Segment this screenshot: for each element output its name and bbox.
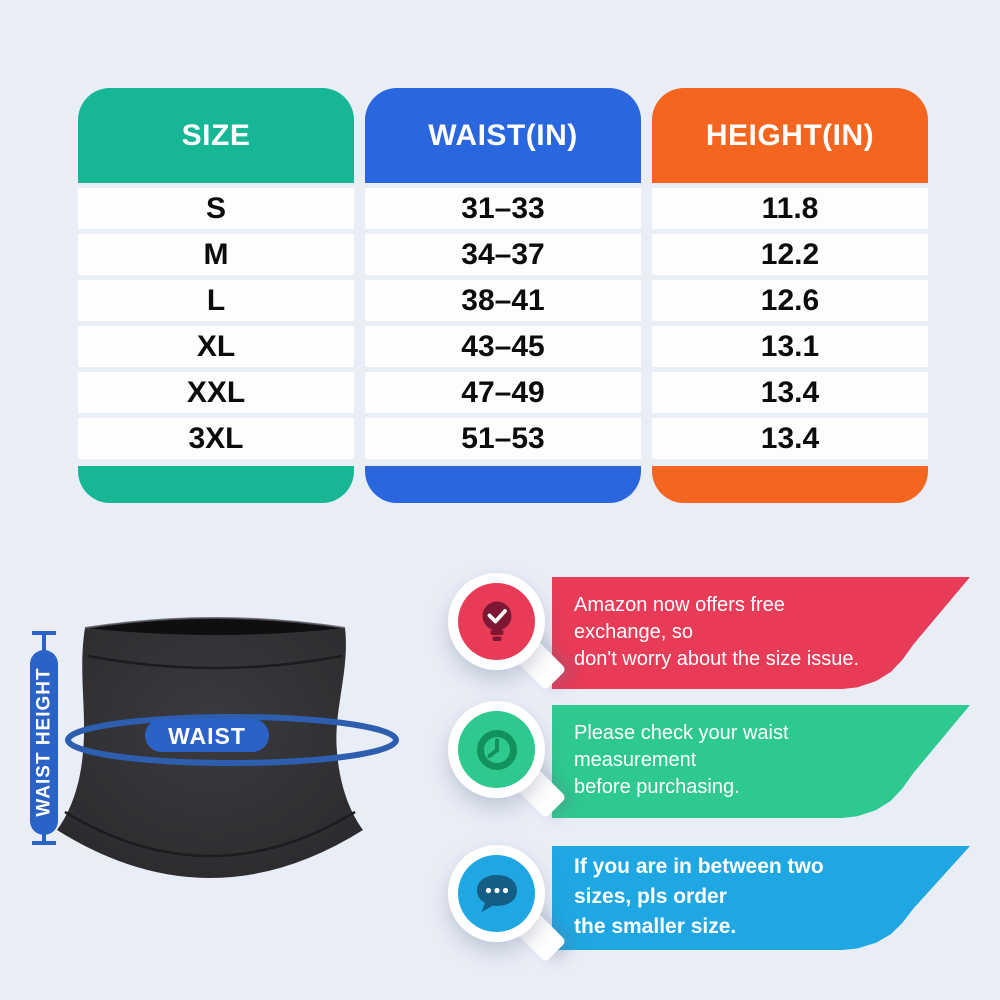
clock-icon — [458, 711, 535, 788]
waist-trainer-drawing: WAIST HEIGHT WAIST — [30, 617, 399, 878]
table-column-waist: WAIST(IN) 31–33 34–37 38–41 43–45 47–49 … — [365, 88, 641, 503]
bottom-seam-line — [64, 810, 356, 858]
table-cell: S — [78, 188, 354, 229]
callout-free-exchange: Amazon now offers free exchange, so don'… — [448, 573, 970, 703]
table-cell: L — [78, 280, 354, 321]
table-cell: 3XL — [78, 418, 354, 459]
column-footer-bar — [652, 466, 928, 503]
table-cell: 51–53 — [365, 418, 641, 459]
chat-bubble-icon — [458, 855, 535, 932]
waist-height-pill — [30, 650, 58, 835]
waist-trainer-illustration: WAIST HEIGHT WAIST — [20, 600, 440, 940]
callout-banner: Amazon now offers free exchange, so don'… — [552, 577, 970, 689]
callout-text: Please check your waist measurement befo… — [552, 720, 970, 803]
column-header-size: SIZE — [78, 88, 354, 183]
callout-text-line1: Amazon now offers free exchange, so — [574, 593, 785, 643]
top-seam-line — [87, 654, 343, 670]
callout-between-sizes: If you are in between two sizes, pls ord… — [448, 842, 970, 972]
table-cell: XXL — [78, 372, 354, 413]
callout-text: Amazon now offers free exchange, so don'… — [552, 592, 970, 675]
waist-ellipse — [65, 714, 399, 766]
callout-icon-badge — [448, 573, 567, 691]
table-cell: M — [78, 234, 354, 275]
column-footer-bar — [78, 466, 354, 503]
callout-icon-badge — [448, 845, 567, 963]
callout-text: If you are in between two sizes, pls ord… — [552, 852, 970, 944]
callout-text-line1: If you are in between two sizes, pls ord… — [574, 855, 824, 908]
table-cell: 11.8 — [652, 188, 928, 229]
table-cell: 13.4 — [652, 372, 928, 413]
table-cell: 31–33 — [365, 188, 641, 229]
table-cell: 12.2 — [652, 234, 928, 275]
callout-text-line2: the smaller size. — [574, 915, 737, 938]
callout-banner: Please check your waist measurement befo… — [552, 705, 970, 818]
table-cell: XL — [78, 326, 354, 367]
table-column-height: HEIGHT(IN) 11.8 12.2 12.6 13.1 13.4 13.4 — [652, 88, 928, 503]
column-header-waist: WAIST(IN) — [365, 88, 641, 183]
table-cell: 47–49 — [365, 372, 641, 413]
waist-height-label: WAIST HEIGHT — [34, 667, 55, 816]
rim-highlight — [84, 617, 346, 629]
callout-text-line1: Please check your waist measurement — [574, 722, 789, 771]
table-cell: 13.1 — [652, 326, 928, 367]
table-cell: 34–37 — [365, 234, 641, 275]
callout-banner: If you are in between two sizes, pls ord… — [552, 846, 970, 950]
callout-check-measurement: Please check your waist measurement befo… — [448, 701, 970, 831]
table-cell: 38–41 — [365, 280, 641, 321]
callout-text-line2: don't worry about the size issue. — [574, 647, 860, 670]
waist-trainer-opening — [85, 618, 345, 635]
waist-label: WAIST — [168, 723, 246, 749]
callout-text-line2: before purchasing. — [574, 776, 740, 798]
table-cell: 43–45 — [365, 326, 641, 367]
column-footer-bar — [365, 466, 641, 503]
waist-label-pill — [145, 719, 269, 752]
table-cell: 12.6 — [652, 280, 928, 321]
lightbulb-check-icon — [458, 583, 535, 660]
size-chart-table: SIZE S M L XL XXL 3XL WAIST(IN) 31–33 34… — [78, 88, 928, 503]
table-column-size: SIZE S M L XL XXL 3XL — [78, 88, 354, 503]
table-cell: 13.4 — [652, 418, 928, 459]
column-header-height: HEIGHT(IN) — [652, 88, 928, 183]
callout-icon-badge — [448, 701, 567, 819]
